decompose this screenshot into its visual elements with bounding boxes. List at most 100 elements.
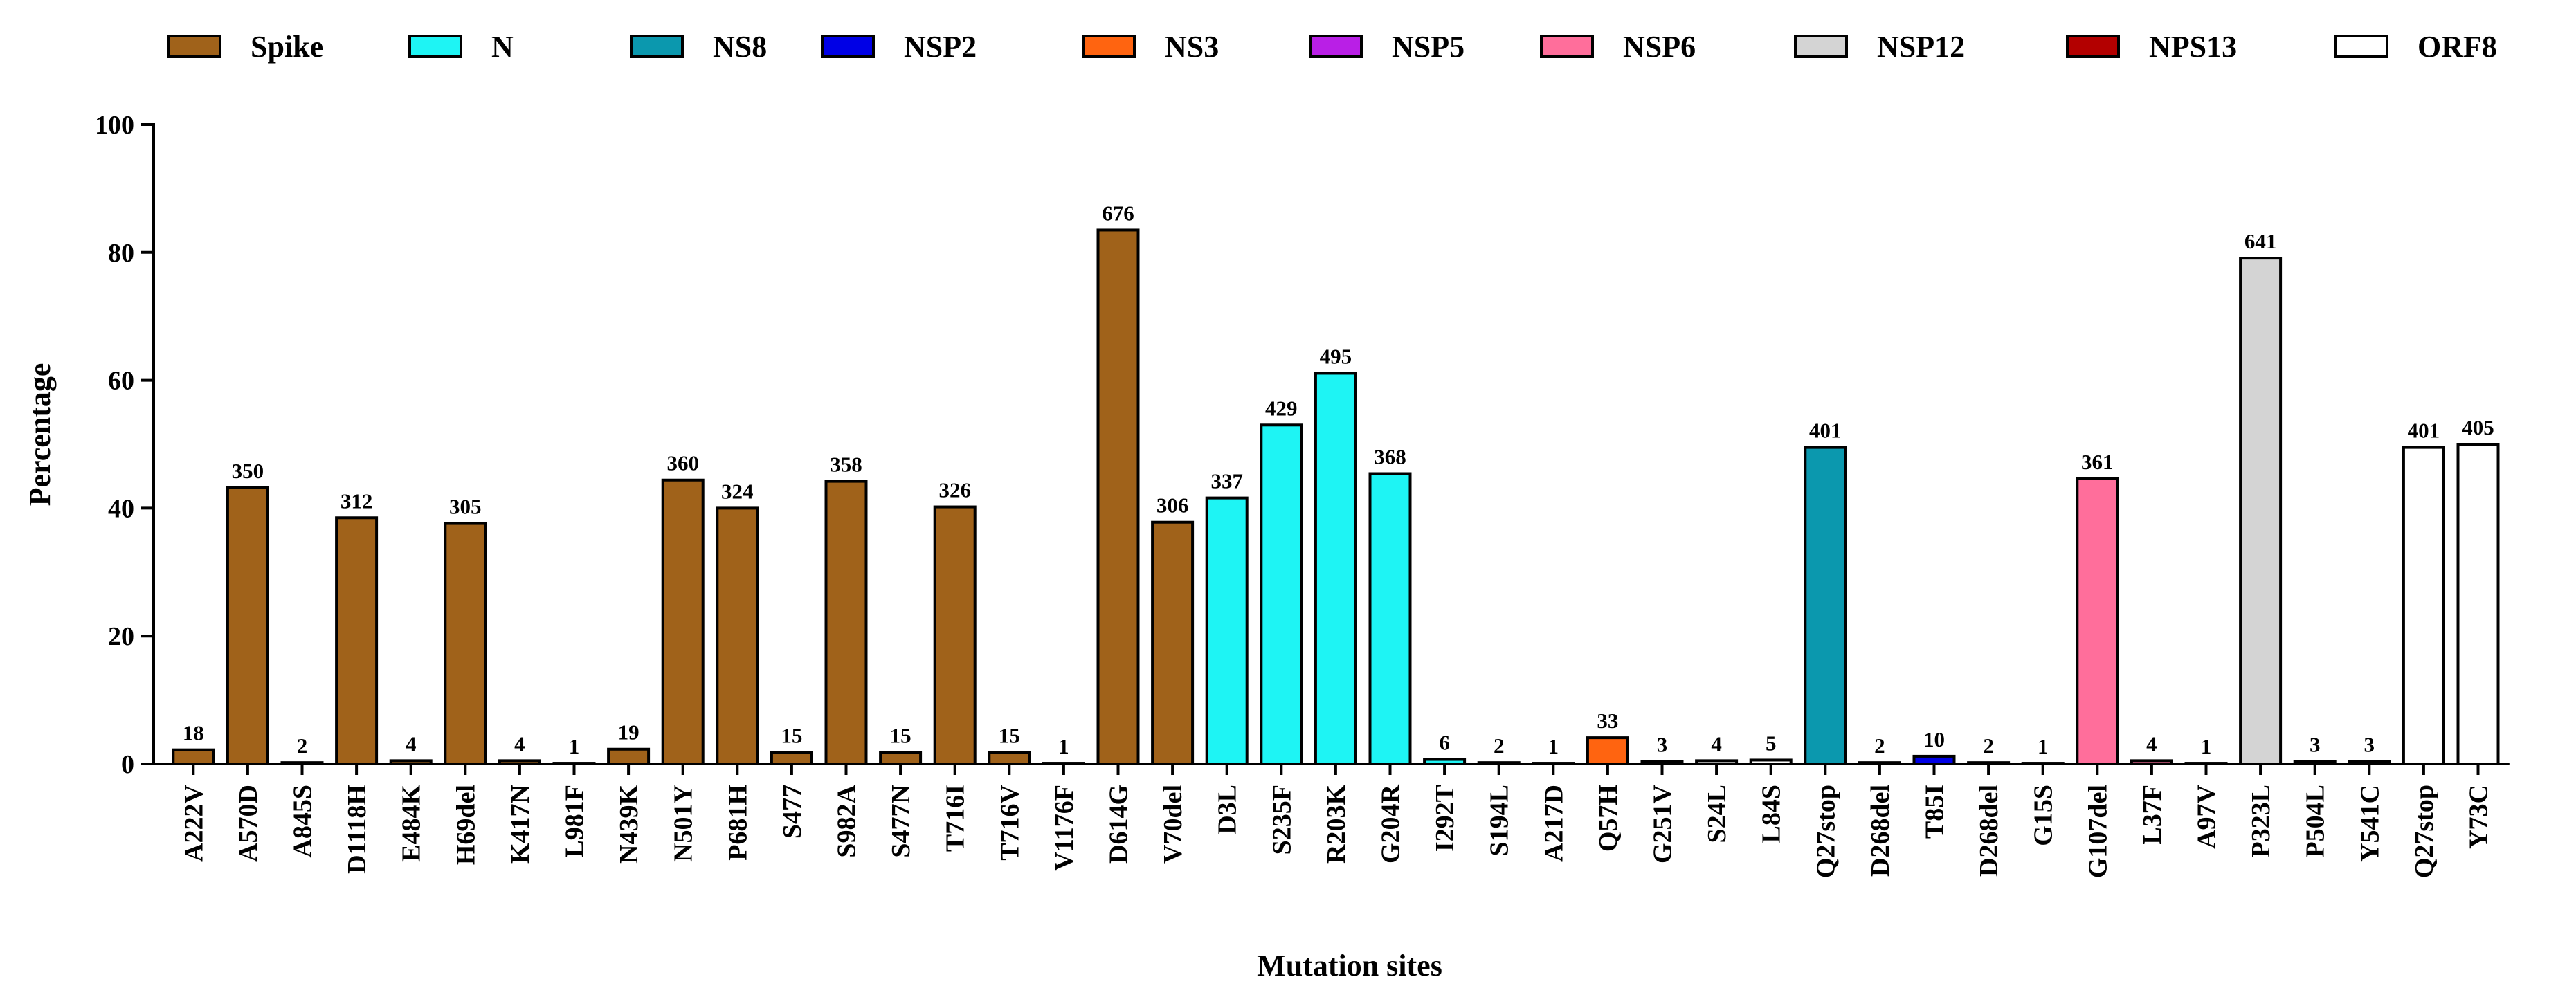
y-tick-label: 20 [108,622,134,651]
x-tick-label: S477N [887,785,916,858]
bar-value-label: 10 [1923,727,1945,751]
x-tick-label: G107del [2083,785,2112,878]
bar [1804,446,1847,765]
bar-value-label: 4 [1711,731,1722,756]
bar [716,506,759,766]
bar-value-label: 3 [2310,732,2321,756]
x-tick-label: D1118H [343,785,372,874]
bar-value-label: 4 [406,731,417,756]
x-tick-label: Q27stop [1811,785,1840,878]
legend-label: NPS13 [2149,30,2237,64]
bar-value-label: 3 [2364,732,2375,756]
bar-value-label: 2 [1874,733,1885,758]
bar [661,478,705,766]
y-axis-title: Percentage [23,363,57,506]
bar [444,522,487,765]
x-axis: A222V A570D A845S D1118H E484K H69del K417N L98… [154,763,2510,878]
x-tick-label: S982A [833,784,862,857]
legend-swatch [167,35,221,58]
bar [1151,520,1195,766]
legend-swatch [2334,35,2388,58]
bar [1260,423,1303,766]
x-tick-label: G204R [1377,784,1406,864]
legend-swatch [2066,35,2120,58]
bar [226,486,269,765]
x-tick-label: A845S [289,785,318,858]
bar [1096,228,1140,765]
legend-swatch [1082,35,1136,58]
x-tick-label: D3L [1213,785,1242,834]
bar [2076,477,2119,765]
legend-label: NSP12 [1877,30,1965,64]
x-tick-label: T85I [1921,785,1950,839]
bar-value-label: 326 [938,478,971,502]
bar-value-label: 33 [1597,709,1618,733]
bar-value-label: 15 [890,723,911,747]
bar-value-label: 350 [232,459,264,483]
x-tick-label: T716V [995,784,1024,860]
bar [1314,372,1357,765]
x-tick-label: S477 [778,785,807,839]
bar-value-label: 19 [618,720,640,745]
bar-value-label: 361 [2081,450,2114,474]
bar [607,747,651,766]
x-tick-label: S235F [1267,785,1296,855]
bar-value-label: 1 [1548,734,1559,758]
bar-value-label: 495 [1320,344,1352,368]
x-tick-label: Y73C [2465,785,2494,849]
x-tick-label: D268del [1866,785,1895,877]
bar [988,751,1031,766]
bar-value-label: 1 [569,734,580,758]
x-tick-label: A570D [234,785,263,862]
bar-value-label: 1 [2201,734,2212,758]
bar [2456,443,2500,765]
x-tick-label: A217D [1539,785,1568,862]
bar [172,748,215,765]
bar [1368,472,1412,766]
bar [2402,446,2445,765]
bar-value-label: 1 [1058,734,1069,758]
legend-swatch [1794,35,1848,58]
bar [1586,736,1629,765]
legend-swatch [408,35,462,58]
legend-swatch [821,35,875,58]
x-tick-label: K417N [506,785,535,864]
bar-value-label: 676 [1102,201,1134,225]
x-tick-label: D614G [1105,785,1134,864]
x-tick-label: S194L [1485,785,1514,856]
bar-value-label: 401 [2408,419,2440,443]
legend-label: NSP5 [1392,30,1464,64]
x-tick-label: L981F [561,785,590,858]
x-tick-label: P681H [723,785,752,861]
x-tick-label: L37F [2138,785,2167,845]
bar-value-label: 312 [341,489,373,513]
bar-value-label: 6 [1439,731,1450,755]
legend-label: NSP6 [1623,30,1696,64]
legend-swatch [1309,35,1363,58]
x-tick-label: D268del [1975,785,2004,877]
legend-swatch [630,35,684,58]
bar [933,505,977,765]
x-tick-label: P504L [2301,785,2330,858]
y-tick-label: 80 [108,239,134,268]
bar-value-label: 5 [1766,731,1777,755]
bar-value-label: 2 [1494,733,1505,758]
bar-value-label: 1 [2038,734,2049,758]
bar-value-label: 4 [2146,731,2157,756]
bar [1205,496,1249,766]
x-tick-label: V1176F [1050,785,1079,871]
legend-label: N [491,30,514,64]
bar [879,751,923,766]
legend-label: NS3 [1165,30,1219,64]
bar [335,516,379,765]
bar-value-label: 324 [721,479,754,503]
bar-value-label: 306 [1157,493,1189,518]
bar-value-label: 401 [1809,419,1842,443]
bar-value-label: 4 [514,731,525,756]
x-tick-label: N501Y [669,785,698,862]
bar-value-label: 305 [449,495,482,519]
x-tick-label: Q57H [1594,785,1623,852]
x-tick-label: V70del [1159,785,1188,864]
